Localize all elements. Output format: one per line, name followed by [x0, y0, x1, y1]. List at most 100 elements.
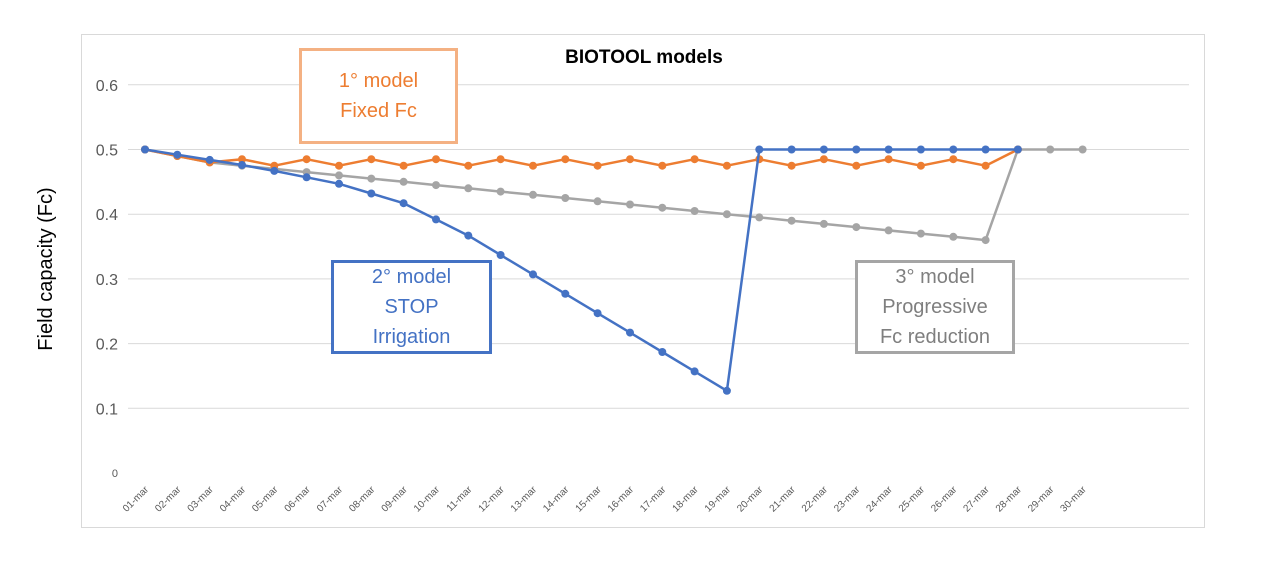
y-tick-label: 0.1 [96, 401, 118, 418]
x-tick-label: 28-mar [994, 484, 1025, 515]
model2-data-point [981, 145, 990, 154]
model3-data-point [1078, 145, 1087, 154]
y-tick-label: 0 [112, 468, 118, 480]
model3-data-point [852, 223, 861, 232]
x-tick-label: 09-mar [380, 484, 411, 515]
model1-data-point [367, 155, 376, 164]
x-tick-label: 18-mar [671, 484, 702, 515]
model3-data-point [981, 236, 990, 245]
x-tick-label: 08-mar [347, 484, 378, 515]
x-tick-label: 05-mar [250, 484, 281, 515]
model3-data-point [819, 219, 828, 228]
model2-data-point [787, 145, 796, 154]
y-axis-label: Field capacity (Fc) [35, 187, 57, 350]
model-3-line-3: Fc reduction [879, 326, 991, 348]
chart-area [81, 34, 1205, 528]
x-tick-label: 21-mar [768, 484, 799, 515]
model-2-line-3: Irrigation [372, 326, 451, 348]
x-tick-label: 13-mar [509, 484, 540, 515]
model3-data-point [464, 184, 473, 193]
model1-series-line [144, 148, 1019, 167]
model2-data-point [561, 289, 570, 298]
model2-data-point [690, 367, 699, 376]
model3-data-point [755, 213, 764, 222]
model2-data-point [367, 189, 376, 198]
model2-data-point [884, 145, 893, 154]
model1-data-point [238, 155, 246, 164]
model1-data-point [561, 155, 570, 164]
model2-data-point [399, 199, 408, 208]
x-tick-label: 17-mar [638, 484, 669, 515]
model2-data-point [464, 231, 473, 240]
model1-data-point [949, 155, 958, 164]
model2-data-point [949, 145, 958, 154]
y-tick-label: 0.5 [96, 143, 118, 160]
x-tick-label: 11-mar [445, 484, 475, 514]
model1-data-point [658, 161, 667, 170]
model3-series-line [144, 148, 1083, 242]
chart-title: BIOTOOL models [565, 47, 723, 68]
model2-data-point [593, 309, 602, 318]
x-tick-label: 30-mar [1059, 484, 1090, 515]
x-tick-label: 02-mar [153, 484, 184, 515]
model2-data-point [916, 145, 925, 154]
model-3-annotation: 3° model Progressive Fc reduction [855, 260, 1015, 354]
model3-data-point [690, 207, 699, 215]
x-tick-label: 22-mar [800, 484, 831, 515]
model-1-annotation: 1° model Fixed Fc [299, 48, 458, 144]
model1-data-point [496, 155, 505, 164]
model-2-line-2: STOP [384, 296, 439, 318]
model3-data-point [626, 200, 634, 209]
y-tick-label: 0.3 [96, 272, 118, 289]
y-tick-label: 0.2 [96, 337, 118, 354]
x-tick-label: 19-mar [703, 484, 734, 515]
model2-data-point [722, 386, 731, 395]
model3-data-point [529, 190, 537, 199]
model2-data-point [270, 166, 279, 175]
x-tick-label: 14-mar [541, 484, 572, 515]
model1-data-point [432, 155, 440, 164]
x-tick-label: 06-mar [283, 484, 314, 515]
x-tick-label: 29-mar [1026, 484, 1057, 515]
model2-data-point [852, 145, 861, 154]
y-tick-label: 0.6 [96, 78, 118, 95]
model2-data-point [658, 348, 667, 356]
model2-data-point [432, 215, 440, 224]
model2-data-point [173, 150, 182, 159]
model1-data-point [302, 155, 311, 164]
model2-data-point [205, 155, 214, 164]
x-tick-label: 23-mar [832, 484, 863, 515]
model2-data-point [1013, 145, 1022, 154]
y-tick-label: 0.4 [96, 207, 118, 224]
x-tick-label: 20-mar [735, 484, 766, 515]
model2-data-point [141, 145, 149, 154]
model2-data-point [302, 173, 311, 182]
model3-data-point [949, 232, 958, 241]
model1-data-point [335, 161, 343, 170]
model-2-line-1: 2° model [371, 266, 452, 288]
model2-series-line [144, 148, 1018, 393]
model1-data-point [529, 161, 537, 170]
model2-data-point [529, 270, 537, 279]
x-tick-label: 04-mar [218, 484, 249, 515]
x-tick-label: 10-mar [412, 484, 443, 515]
model1-data-point [399, 161, 408, 170]
model2-data-point [335, 179, 343, 188]
x-tick-label: 12-mar [477, 484, 508, 515]
model1-data-point [464, 161, 473, 170]
model3-data-point [561, 194, 570, 202]
x-tick-label: 26-mar [929, 484, 960, 515]
model1-data-point [722, 161, 731, 170]
model3-data-point [399, 177, 408, 186]
model1-data-point [916, 161, 925, 170]
model3-data-point [496, 187, 505, 196]
model3-data-point [916, 229, 925, 238]
model2-data-point [755, 145, 764, 154]
model2-data-point [496, 251, 505, 259]
x-tick-label: 15-mar [574, 484, 605, 515]
x-tick-label: 07-mar [315, 484, 346, 515]
model1-data-point [626, 155, 634, 164]
model-2-annotation: 2° model STOP Irrigation [331, 260, 492, 354]
x-tick-label: 16-mar [606, 484, 637, 515]
